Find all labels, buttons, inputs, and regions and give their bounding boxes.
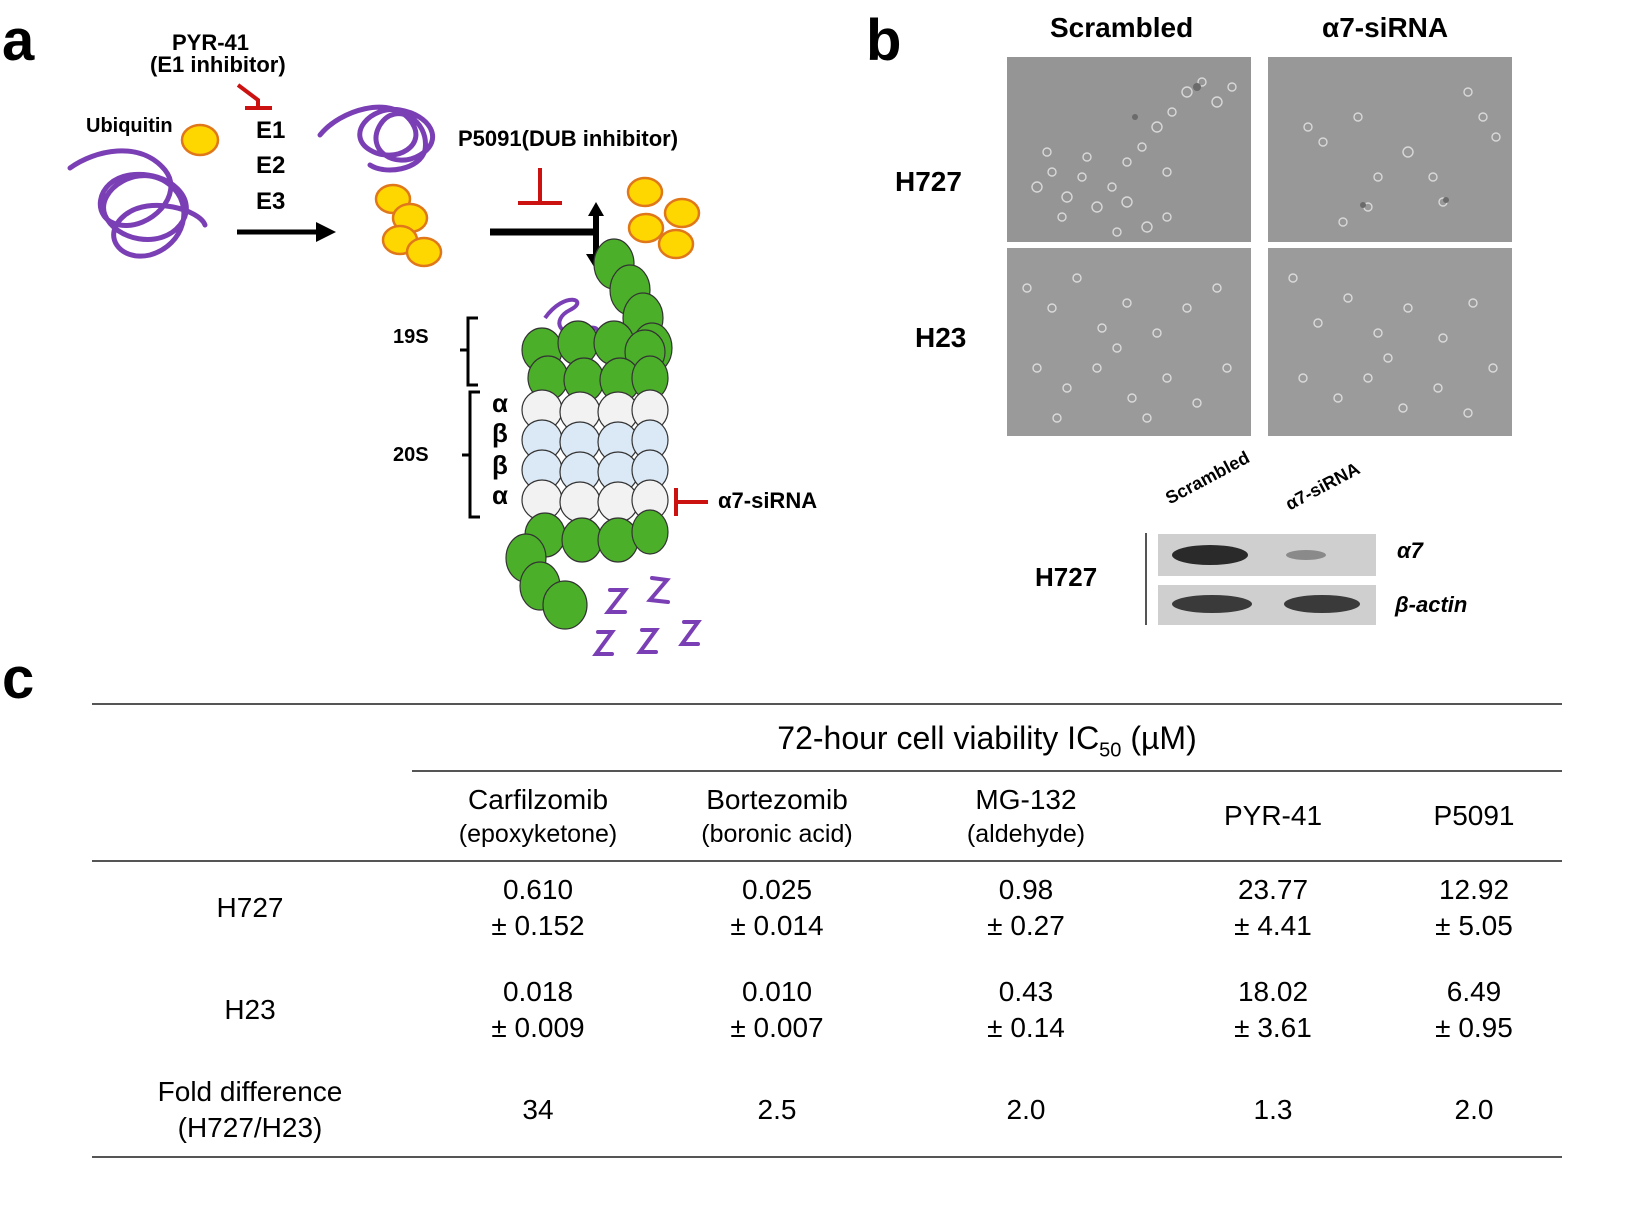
column-header-class: (epoxyketone)	[458, 820, 618, 848]
label-e3: E3	[256, 188, 286, 215]
row-header-h23: H23	[915, 322, 967, 353]
panel-label-c: c	[2, 646, 35, 711]
proteasome	[505, 238, 673, 630]
row-header-h727: H727	[895, 166, 962, 197]
arrow-deubiquitination	[490, 202, 606, 270]
table-title-main: 72-hour cell viability	[777, 720, 1059, 756]
blot-strip-actin	[1158, 585, 1376, 625]
ubiquitin-single	[180, 123, 220, 157]
label-subunit-alpha-bottom: α	[492, 480, 508, 510]
cell-sd: ± 0.007	[730, 1012, 824, 1043]
cell-value: 1.3	[1253, 1094, 1293, 1125]
table-title-subscript: 50	[1099, 739, 1122, 762]
released-ubiquitins	[626, 176, 701, 260]
row-label-sub: (H727/H23)	[177, 1112, 323, 1143]
cell-value: 34	[522, 1094, 554, 1125]
cell-value: 2.0	[1006, 1094, 1046, 1125]
label-pyr41-desc: (E1 inhibitor)	[150, 52, 286, 77]
blot-lane-label-scrambled: Scrambled	[1162, 447, 1253, 509]
label-subunit-beta-2: β	[492, 450, 508, 480]
row-label: Fold difference	[157, 1076, 343, 1107]
cell-sd: ± 0.009	[491, 1012, 585, 1043]
band-alpha7-sirna	[1286, 550, 1326, 560]
table-title-ic: IC	[1067, 720, 1100, 756]
label-19s: 19S	[393, 326, 429, 348]
cell-value: 0.025	[741, 874, 813, 905]
pyr41-inhibitor-mark	[236, 83, 272, 110]
cell-sd: ± 0.14	[987, 1012, 1065, 1043]
cell-value: 23.77	[1237, 874, 1309, 905]
label-alpha7-sirna-a: α7-siRNA	[718, 488, 818, 513]
label-pyr41-name: PYR-41	[172, 30, 250, 55]
cell-sd: ± 0.27	[987, 910, 1065, 941]
cell-value: 0.98	[998, 874, 1054, 905]
table-top-rule	[92, 703, 1562, 705]
band-actin-sirna	[1284, 595, 1360, 613]
row-label: H23	[224, 994, 276, 1025]
panel-label-b: b	[866, 8, 902, 73]
blot-row-label-h727: H727	[1035, 562, 1098, 592]
table-bottom-rule	[92, 1156, 1562, 1158]
label-e2: E2	[256, 152, 286, 179]
col-header-scrambled: Scrambled	[1050, 12, 1194, 43]
label-20s: 20S	[393, 444, 429, 466]
column-header-name: PYR-41	[1223, 800, 1323, 831]
polyubiquitin-chain	[374, 183, 443, 268]
micrograph-h23-alpha7-sirna	[1268, 248, 1512, 436]
cell-sd: ± 4.41	[1234, 910, 1312, 941]
micrograph-h23-scrambled	[1007, 248, 1251, 436]
column-header-class: (boronic acid)	[701, 820, 853, 848]
cell-value: 0.018	[502, 976, 574, 1007]
substrate-protein-1	[67, 148, 208, 259]
column-header-name: Bortezomib	[706, 784, 848, 815]
band-actin-scrambled	[1172, 595, 1252, 613]
cell-value: 18.02	[1237, 976, 1309, 1007]
label-p5091: P5091(DUB inhibitor)	[458, 126, 679, 151]
cell-value: 2.5	[757, 1094, 797, 1125]
label-e1: E1	[256, 117, 286, 144]
label-subunit-alpha-top: α	[492, 388, 508, 418]
cell-sd: ± 0.95	[1435, 1012, 1513, 1043]
row-label: H727	[216, 892, 284, 923]
table-title-rule	[412, 770, 1562, 772]
p5091-inhibitor-mark	[518, 168, 562, 205]
cell-value: 6.49	[1446, 976, 1502, 1007]
micrograph-h727-scrambled	[1007, 57, 1251, 242]
blot-divider-line	[1145, 533, 1147, 625]
cell-value: 12.92	[1438, 874, 1510, 905]
blot-target-actin: β-actin	[1395, 592, 1468, 617]
table-header-rule	[92, 860, 1562, 862]
cell-value: 0.610	[502, 874, 574, 905]
bracket-19s	[460, 316, 478, 387]
label-subunit-beta-1: β	[492, 418, 508, 448]
bracket-20s	[462, 390, 480, 519]
column-header-name: Carfilzomib	[467, 784, 609, 815]
cell-sd: ± 5.05	[1435, 910, 1513, 941]
substrate-protein-2	[317, 104, 435, 173]
cell-sd: ± 0.014	[730, 910, 824, 941]
cell-value: 2.0	[1454, 1094, 1494, 1125]
column-header-name: MG-132	[975, 784, 1077, 815]
band-alpha7-scrambled	[1172, 545, 1248, 565]
alpha7-sirna-inhibitor-mark	[674, 488, 708, 516]
blot-lane-label-alpha7-sirna: α7-siRNA	[1282, 458, 1364, 515]
arrow-ubiquitination	[237, 222, 336, 242]
panel-label-a: a	[2, 8, 35, 73]
panel-a-diagram	[67, 83, 708, 656]
peptide-fragments	[592, 576, 702, 656]
table-title: 72-hour cell viability IC50 (µM)	[412, 718, 1562, 770]
label-ubiquitin: Ubiquitin	[86, 115, 173, 137]
micrograph-h727-alpha7-sirna	[1268, 57, 1512, 242]
blot-strip-alpha7	[1158, 534, 1376, 576]
col-header-alpha7-sirna: α7-siRNA	[1322, 12, 1449, 43]
table-title-unit: (µM)	[1130, 720, 1197, 756]
cell-value: 0.43	[998, 976, 1054, 1007]
cell-sd: ± 3.61	[1234, 1012, 1312, 1043]
cell-value: 0.010	[741, 976, 813, 1007]
column-header-class: (aldehyde)	[966, 820, 1086, 848]
column-header-name: P5091	[1433, 800, 1515, 831]
cell-sd: ± 0.152	[491, 910, 585, 941]
blot-target-alpha7: α7	[1397, 538, 1423, 563]
